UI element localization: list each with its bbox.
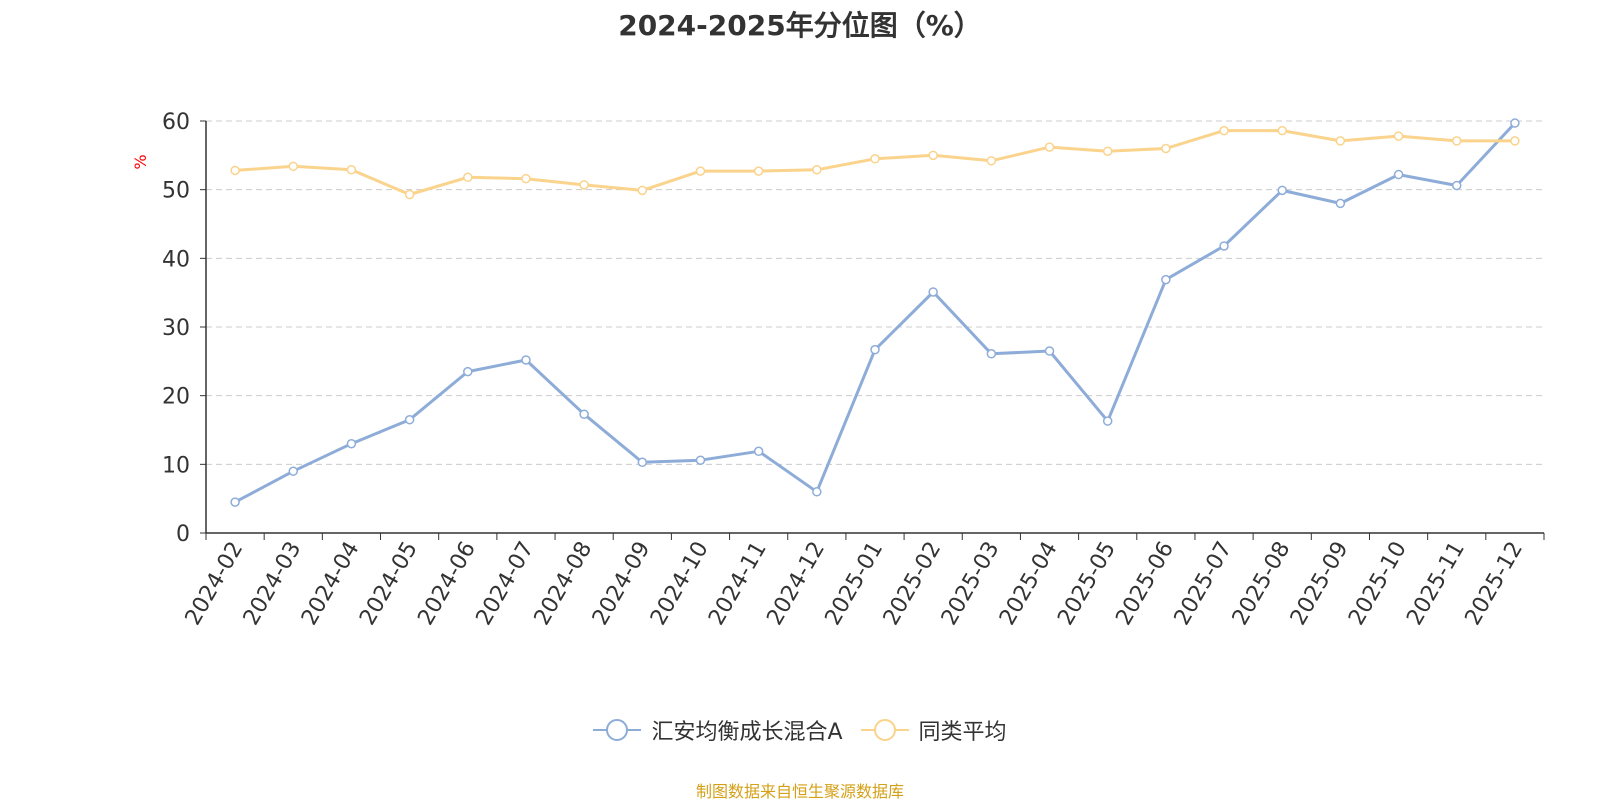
x-tick-label: 2024-05 <box>355 538 423 630</box>
data-point[interactable] <box>404 189 415 200</box>
data-point[interactable] <box>695 455 706 465</box>
x-tick-label: 2025-03 <box>937 538 1005 630</box>
y-tick-label: 0 <box>176 522 190 547</box>
data-point[interactable] <box>812 165 822 175</box>
data-point[interactable] <box>1335 198 1346 209</box>
data-point[interactable] <box>870 344 880 355</box>
x-tick-label: 2024-08 <box>530 538 598 630</box>
data-point[interactable] <box>695 166 706 176</box>
data-point[interactable] <box>986 349 997 359</box>
legend-label: 汇安均衡成长混合A <box>651 720 843 745</box>
data-point[interactable] <box>1277 125 1287 136</box>
x-tick-label: 2025-12 <box>1460 538 1528 630</box>
data-point[interactable] <box>870 154 880 164</box>
x-tick-label: 2025-04 <box>995 538 1063 630</box>
chart-title: 2024-2025年分位图（%） <box>618 9 982 42</box>
x-tick-label: 2024-04 <box>297 538 365 630</box>
x-tick-label: 2024-03 <box>239 538 307 630</box>
series-line-0 <box>234 122 1516 504</box>
legend-item-series-1[interactable]: 同类平均 <box>860 714 1007 746</box>
y-tick-label: 30 <box>162 316 190 341</box>
data-point[interactable] <box>463 366 473 377</box>
data-point[interactable] <box>1219 241 1229 251</box>
x-tick-label: 2024-12 <box>762 538 830 630</box>
x-tick-label: 2024-09 <box>588 538 656 630</box>
legend-line-marker-icon <box>860 719 909 741</box>
data-point[interactable] <box>1335 136 1346 146</box>
data-point[interactable] <box>1161 143 1171 154</box>
legend-label: 同类平均 <box>918 720 1007 745</box>
x-tick-label: 2024-06 <box>413 538 481 630</box>
data-point[interactable] <box>1393 131 1404 141</box>
data-point[interactable] <box>288 466 299 476</box>
data-point[interactable] <box>928 287 938 297</box>
y-tick-label: 40 <box>162 247 190 272</box>
data-point[interactable] <box>637 457 648 468</box>
data-point[interactable] <box>812 487 822 497</box>
y-tick-label: 10 <box>162 453 190 478</box>
axes: 01020304050602024-022024-032024-042024-0… <box>162 110 1545 630</box>
data-point[interactable] <box>1451 180 1462 191</box>
legend-line-marker-icon <box>593 719 642 741</box>
data-point[interactable] <box>1044 142 1055 152</box>
x-tick-label: 2025-01 <box>821 538 889 630</box>
source-note: 制图数据来自恒生聚源数据库 <box>695 782 904 801</box>
data-point[interactable] <box>1161 274 1171 285</box>
data-point[interactable] <box>753 446 764 457</box>
data-point[interactable] <box>230 165 240 176</box>
x-tick-label: 2025-07 <box>1170 538 1238 630</box>
y-tick-label: 20 <box>162 385 190 410</box>
x-tick-label: 2024-10 <box>646 538 714 630</box>
x-tick-label: 2025-09 <box>1286 538 1354 630</box>
x-tick-label: 2024-11 <box>704 538 772 630</box>
data-point[interactable] <box>986 156 997 166</box>
y-axis-label: % <box>131 154 150 169</box>
data-point[interactable] <box>1219 125 1229 136</box>
data-point[interactable] <box>521 355 531 365</box>
x-tick-label: 2024-07 <box>472 538 540 630</box>
x-tick-label: 2024-02 <box>181 538 249 630</box>
legend-item-series-0[interactable]: 汇安均衡成长混合A <box>593 714 843 746</box>
legend: 汇安均衡成长混合A 同类平均 <box>0 714 1600 746</box>
data-point[interactable] <box>288 161 299 172</box>
data-point[interactable] <box>1451 136 1462 146</box>
x-tick-label: 2025-05 <box>1053 538 1121 630</box>
data-point[interactable] <box>230 497 240 507</box>
x-tick-label: 2025-11 <box>1402 538 1470 630</box>
data-point[interactable] <box>346 438 357 449</box>
data-point[interactable] <box>521 173 531 184</box>
data-point[interactable] <box>346 165 357 175</box>
data-point[interactable] <box>404 414 415 425</box>
grid-lines <box>206 120 1544 465</box>
series-lines <box>234 122 1516 504</box>
data-point[interactable] <box>1102 416 1113 426</box>
data-point[interactable] <box>579 180 589 190</box>
data-point[interactable] <box>579 409 589 419</box>
data-point[interactable] <box>637 185 648 196</box>
data-point[interactable] <box>1044 346 1055 356</box>
y-tick-label: 60 <box>162 110 190 135</box>
x-tick-label: 2025-08 <box>1228 538 1296 630</box>
data-point[interactable] <box>463 172 473 183</box>
x-tick-label: 2025-06 <box>1111 538 1179 630</box>
data-point[interactable] <box>1510 118 1520 128</box>
y-tick-label: 50 <box>162 179 190 204</box>
x-tick-label: 2025-02 <box>879 537 947 629</box>
data-points <box>230 118 1520 507</box>
data-point[interactable] <box>928 150 938 161</box>
data-point[interactable] <box>1102 146 1113 156</box>
data-point[interactable] <box>1393 169 1404 180</box>
data-point[interactable] <box>753 166 764 176</box>
data-point[interactable] <box>1510 136 1520 146</box>
x-tick-label: 2025-10 <box>1344 538 1412 630</box>
data-point[interactable] <box>1277 185 1287 196</box>
